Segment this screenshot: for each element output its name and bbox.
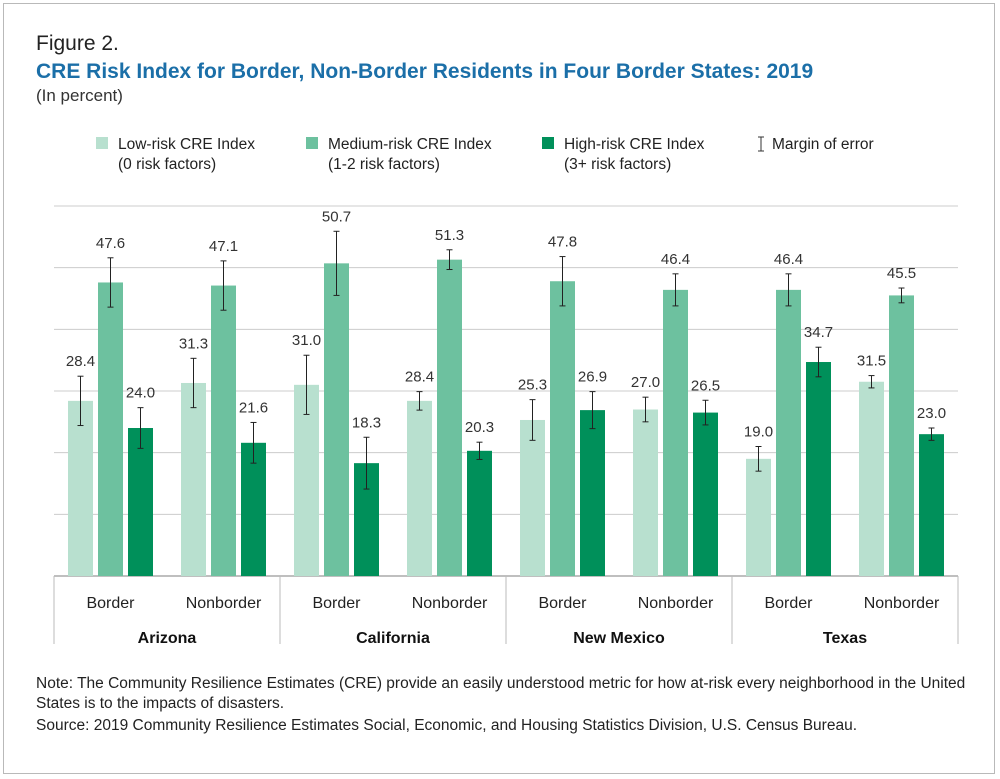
bar-high [919,434,944,576]
bar-medium [663,289,688,576]
data-label-low: 28.4 [405,369,434,386]
data-label-high: 26.5 [691,377,720,394]
data-label-high: 24.0 [126,385,155,402]
x-tick-label: Border [764,595,813,612]
note-text: Note: The Community Resilience Estimates… [36,675,966,712]
data-label-medium: 47.1 [209,238,238,255]
legend-swatch-high [542,137,554,149]
data-label-low: 28.4 [66,353,95,370]
data-label-low: 19.0 [744,424,773,441]
bar-medium [98,282,123,576]
group-label: Arizona [138,630,197,647]
bar-medium [211,285,236,576]
data-label-high: 18.3 [352,414,381,431]
x-tick-label: Nonborder [864,595,940,612]
data-label-high: 23.0 [917,405,946,422]
legend-label-moe: Margin of error [772,136,874,153]
bar-low [407,400,432,576]
data-label-medium: 45.5 [887,265,916,282]
x-tick-label: Nonborder [412,595,488,612]
bar-medium [550,281,575,576]
x-tick-label: Nonborder [186,595,262,612]
data-label-medium: 46.4 [661,251,690,268]
figure-frame [3,3,995,774]
legend-sub-low: (0 risk factors) [118,156,216,173]
data-label-low: 31.3 [179,335,208,352]
bar-low [746,458,771,576]
bar-medium [776,289,801,576]
bar-low [633,409,658,576]
x-tick-label: Border [86,595,135,612]
data-label-high: 21.6 [239,399,268,416]
data-label-low: 25.3 [518,377,547,394]
unit-label: (In percent) [36,86,123,105]
bar-high [241,442,266,576]
group-label: Texas [823,630,867,647]
legend-swatch-medium [306,137,318,149]
x-tick-label: Nonborder [638,595,714,612]
data-label-medium: 46.4 [774,251,803,268]
data-label-medium: 47.8 [548,234,577,251]
x-tick-label: Border [538,595,587,612]
group-label: California [356,630,430,647]
bar-low [294,384,319,576]
legend-label-low: Low-risk CRE Index [118,136,255,153]
data-label-high: 26.9 [578,369,607,386]
legend-swatch-low [96,137,108,149]
data-label-medium: 51.3 [435,227,464,244]
data-label-high: 20.3 [465,419,494,436]
data-label-medium: 47.6 [96,235,125,252]
bar-medium [889,295,914,576]
bar-low [181,382,206,576]
group-label: New Mexico [573,630,665,647]
bar-high [580,410,605,576]
bar-low [520,419,545,576]
data-label-low: 31.5 [857,353,886,370]
data-label-medium: 50.7 [322,208,351,225]
bar-high [806,362,831,576]
bar-medium [324,263,349,576]
bar-high [128,428,153,576]
legend-label-medium: Medium-risk CRE Index [328,136,492,153]
bar-medium [437,259,462,576]
bar-low [859,381,884,576]
data-label-high: 34.7 [804,324,833,341]
figure-label: Figure 2. [36,32,119,55]
source-text: Source: 2019 Community Resilience Estima… [36,717,858,734]
legend-label-high: High-risk CRE Index [564,136,705,153]
data-label-low: 31.0 [292,332,321,349]
bar-high [693,412,718,576]
x-tick-label: Border [312,595,361,612]
data-label-low: 27.0 [631,374,660,391]
bar-low [68,400,93,576]
bar-high [467,450,492,576]
legend-sub-medium: (1-2 risk factors) [328,156,440,173]
chart-title: CRE Risk Index for Border, Non-Border Re… [36,60,814,83]
legend-sub-high: (3+ risk factors) [564,156,671,173]
